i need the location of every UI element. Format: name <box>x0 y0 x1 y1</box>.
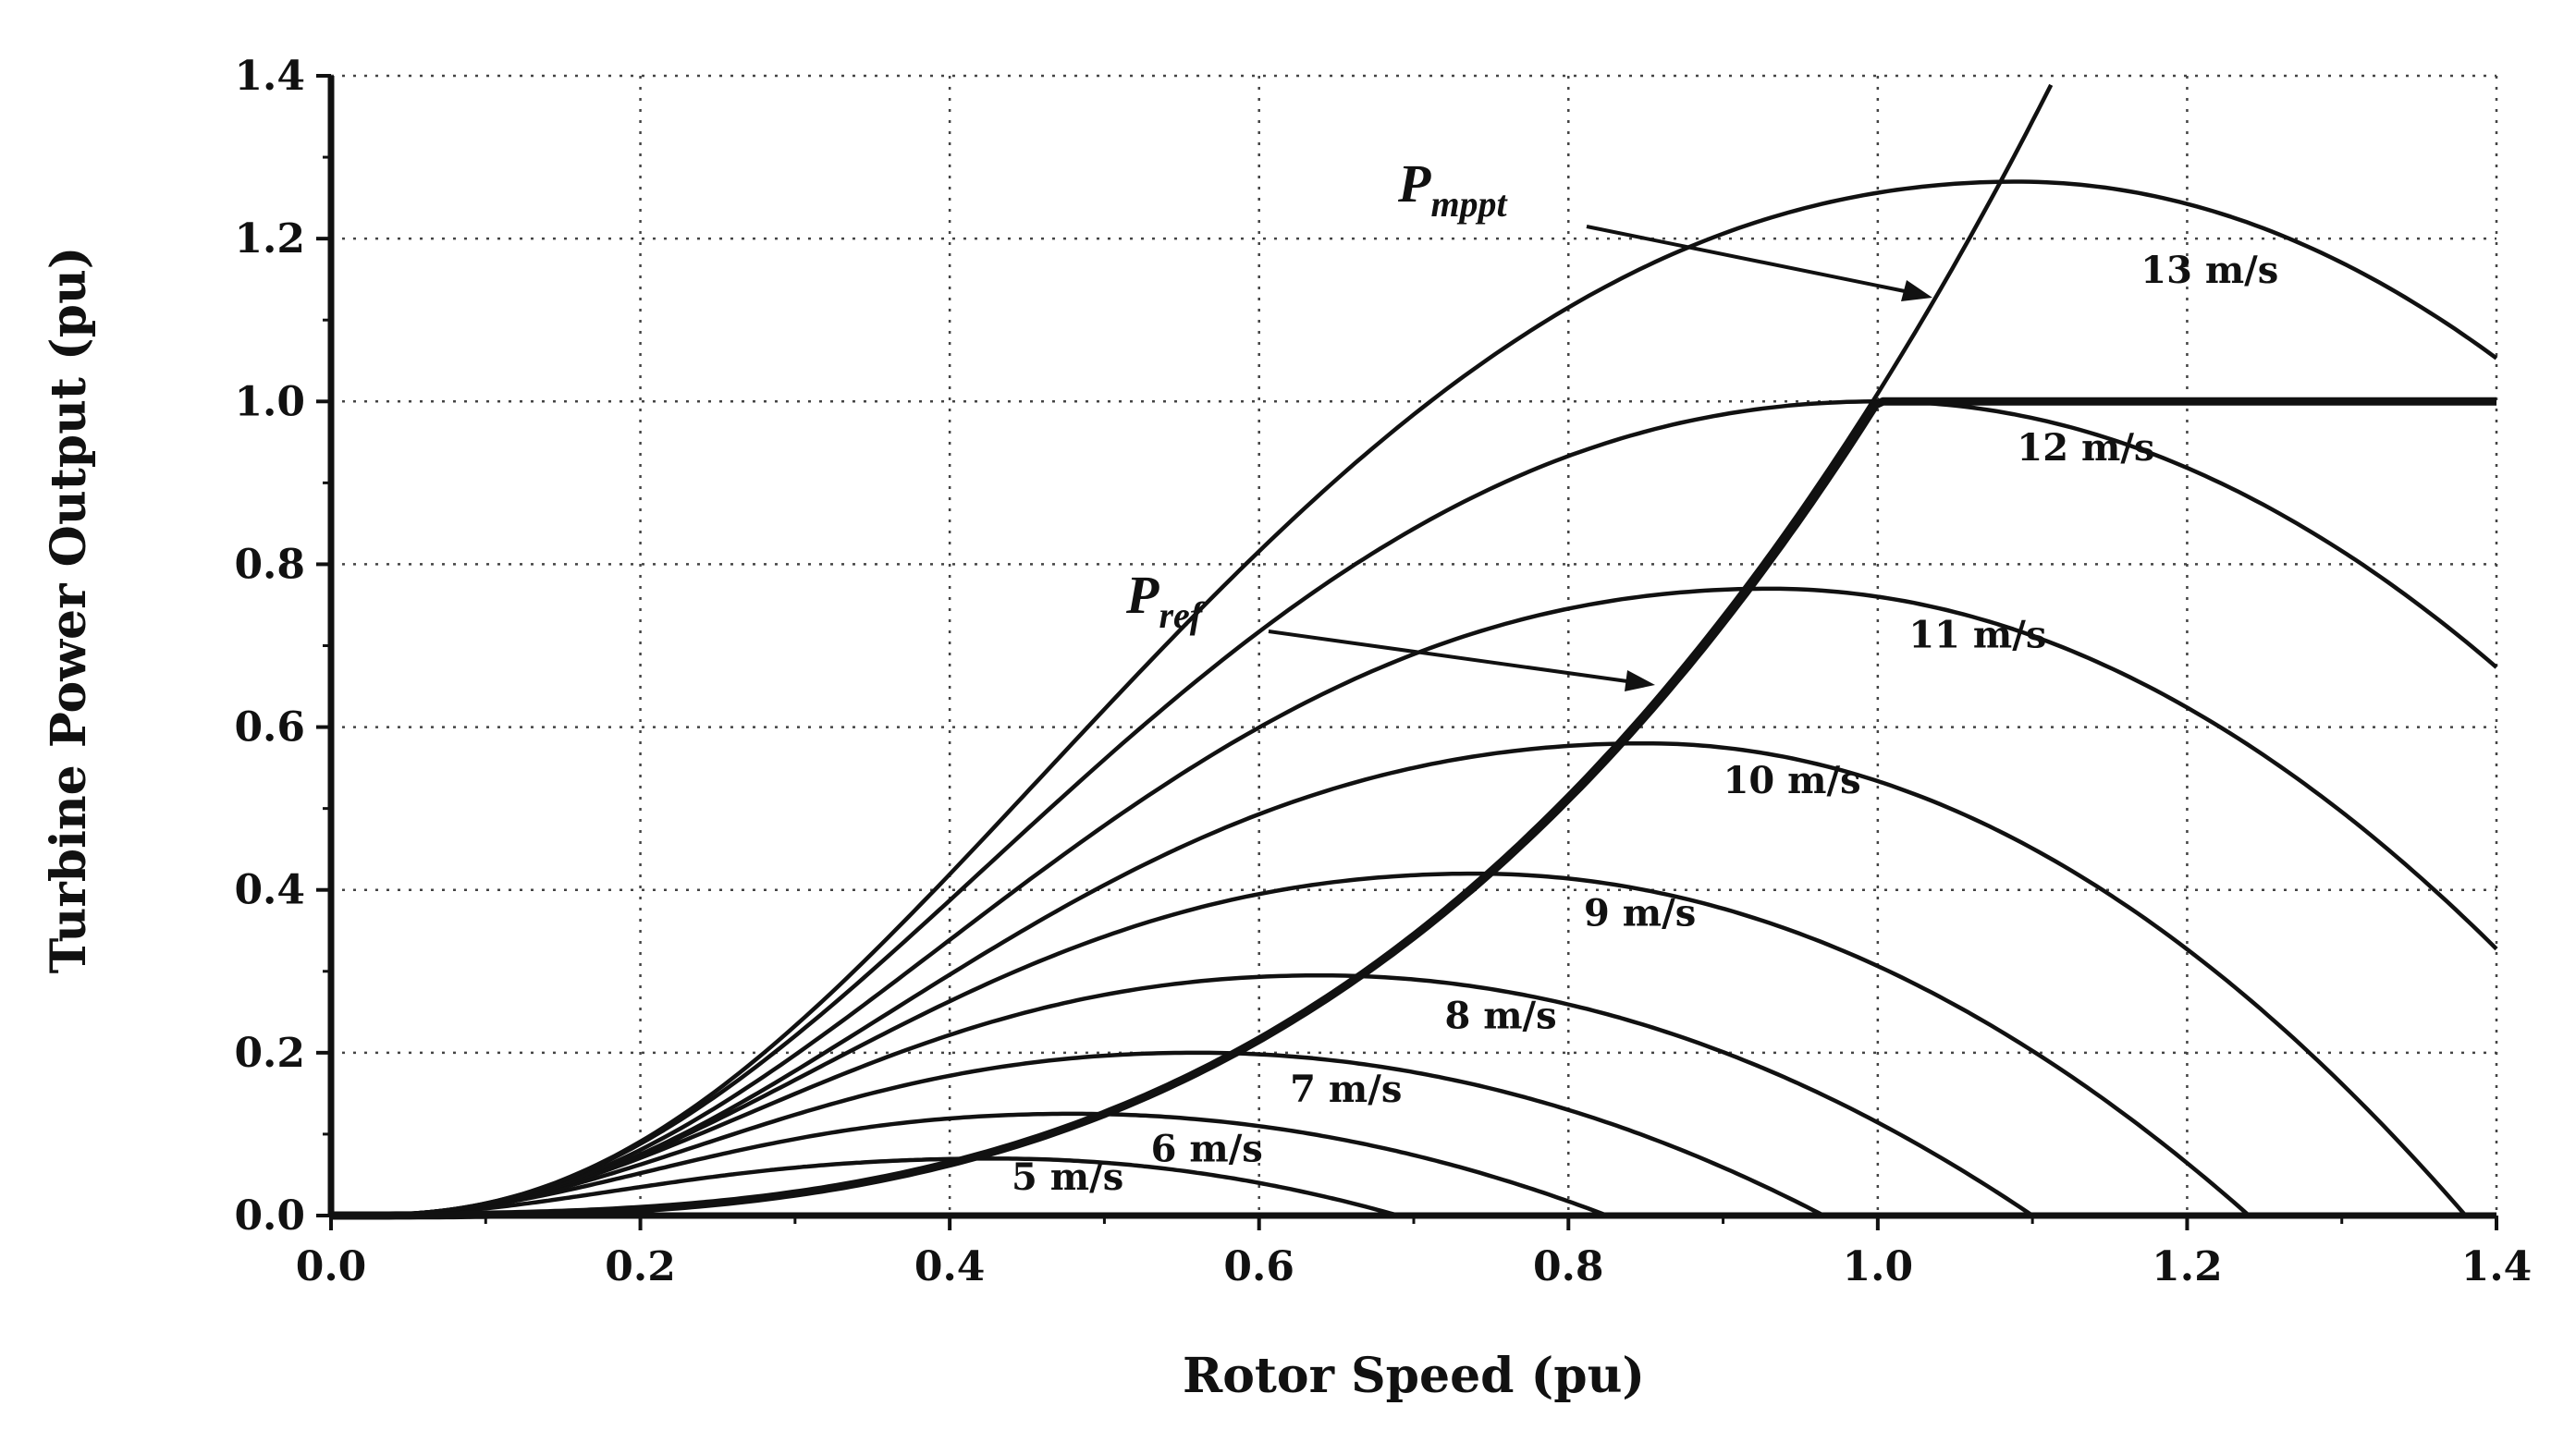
p-ref-label-sub: ref <box>1159 594 1205 636</box>
y-tick-label: 0.8 <box>234 541 305 588</box>
y-tick-label: 1.4 <box>234 53 305 100</box>
p-mppt-annotation: Pmppt <box>1397 153 1932 301</box>
power-curve-line <box>331 1050 1825 1218</box>
y-axis-title: Turbine Power Output (pu) <box>41 247 97 974</box>
y-tick-label: 0.0 <box>234 1192 305 1240</box>
curve-label: 9 m/s <box>1584 892 1696 935</box>
y-tick-label: 0.2 <box>234 1030 305 1077</box>
p-ref-label-main: P <box>1125 565 1159 625</box>
curve-label: 12 m/s <box>2017 426 2154 470</box>
curve-label: 7 m/s <box>1290 1068 1402 1111</box>
x-tick-label: 0.6 <box>1223 1243 1294 1290</box>
y-tick-label: 1.0 <box>234 378 305 425</box>
y-tick-label: 0.4 <box>234 867 305 914</box>
x-tick-labels: 0.0 0.2 0.4 0.6 0.8 1.0 1.2 1.4 <box>296 1243 2533 1290</box>
x-tick-label: 0.4 <box>914 1243 986 1290</box>
x-tick-label: 1.4 <box>2461 1243 2533 1290</box>
curve-label: 6 m/s <box>1151 1128 1263 1171</box>
x-tick-label: 1.2 <box>2152 1243 2223 1290</box>
x-axis-title: Rotor Speed (pu) <box>1183 1348 1645 1404</box>
svg-text:Pref: Pref <box>1125 565 1206 636</box>
p-ref-arrowhead <box>1625 670 1655 691</box>
power-curve-line <box>331 1156 1399 1218</box>
power-curves <box>331 83 2498 1220</box>
p-ref-curve-line <box>331 397 2496 1220</box>
curve-label: 11 m/s <box>1908 613 2046 656</box>
y-tick-label: 1.2 <box>234 215 305 263</box>
curve-label: 5 m/s <box>1012 1155 1123 1199</box>
p-mppt-curve-line <box>331 83 2054 1218</box>
axes <box>316 74 2498 1230</box>
x-tick-label: 1.0 <box>1843 1243 1914 1290</box>
power-curve-line <box>331 586 2498 1218</box>
p-mppt-arrow-line <box>1586 225 1906 293</box>
power-curve-line <box>331 179 2498 1218</box>
curve-label: 13 m/s <box>2141 249 2278 292</box>
y-tick-labels: 0.0 0.2 0.4 0.6 0.8 1.0 1.2 1.4 <box>234 53 305 1240</box>
power-curve-line <box>331 740 2468 1218</box>
curve-label: 10 m/s <box>1723 759 1861 802</box>
p-mppt-label-sub: mppt <box>1430 183 1508 225</box>
svg-text:Pmppt: Pmppt <box>1397 153 1509 225</box>
p-mppt-arrowhead <box>1901 280 1932 301</box>
power-curve-line <box>331 399 2498 1218</box>
x-tick-label: 0.0 <box>296 1243 367 1290</box>
curve-label: 8 m/s <box>1444 994 1556 1037</box>
grid <box>331 74 2498 1216</box>
x-tick-label: 0.2 <box>605 1243 676 1290</box>
power-curve-line <box>331 1111 1608 1218</box>
curve-labels: 5 m/s 6 m/s 7 m/s 8 m/s 9 m/s 10 m/s 11 m/s 12 … <box>1012 249 2278 1199</box>
power-curve-line <box>331 972 2034 1218</box>
x-tick-label: 0.8 <box>1533 1243 1604 1290</box>
y-tick-label: 0.6 <box>234 704 305 752</box>
p-mppt-label-main: P <box>1397 153 1431 214</box>
p-ref-annotation: Pref <box>1125 565 1655 691</box>
p-ref-arrow-line <box>1268 629 1628 683</box>
